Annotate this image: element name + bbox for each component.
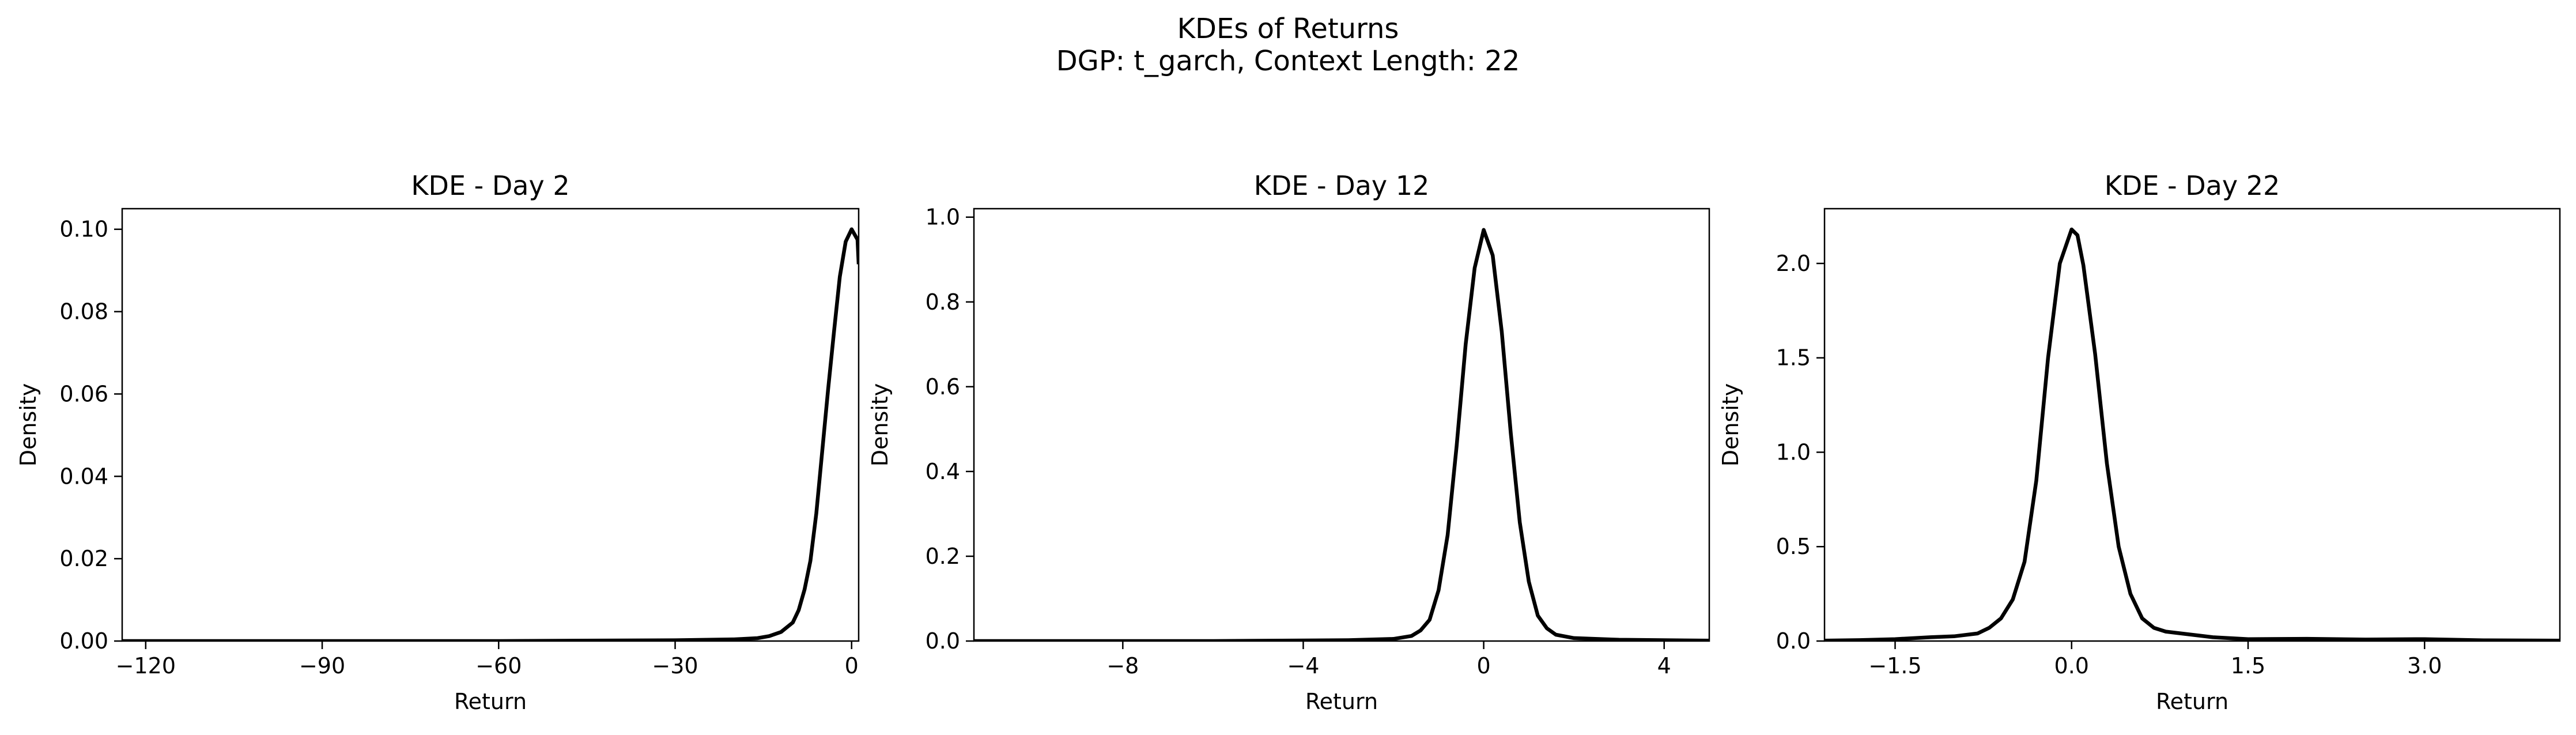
axes-frame — [973, 208, 1710, 642]
y-tick-label: 2.0 — [1776, 251, 1811, 276]
y-tick-label: 0.02 — [59, 546, 108, 571]
figure-subtitle: DGP: t_garch, Context Length: 22 — [1056, 45, 1520, 77]
subplot-1: −120 −90 −60 −30 0 0.00 0.02 0.04 0.06 0.08 0.10 KD… — [16, 170, 860, 714]
y-tick-label: 0.5 — [1776, 534, 1811, 559]
x-tick-label: −1.5 — [1868, 653, 1921, 679]
y-tick-label: 0.2 — [926, 544, 960, 569]
x-tick-label: 0 — [1476, 653, 1490, 679]
y-tick-label: 0.04 — [59, 463, 108, 489]
x-tick-label: −8 — [1106, 653, 1139, 679]
y-axis-label: Density — [16, 383, 41, 466]
y-tick-label: 1.0 — [926, 205, 960, 230]
x-tick-label: −4 — [1287, 653, 1319, 679]
x-tick-label: 0 — [845, 653, 859, 679]
y-tick-label: 0.00 — [59, 628, 108, 654]
x-axis-label: Return — [2156, 689, 2228, 714]
subplot-2: −8 −4 0 4 0.0 0.2 0.4 0.6 0.8 1.0 KDE - Day 12 Retu… — [867, 170, 1710, 714]
subplot-title: KDE - Day 2 — [411, 170, 569, 201]
x-tick-label: 0.0 — [2054, 653, 2089, 679]
y-tick-label: 0.10 — [59, 217, 108, 242]
figure-title: KDEs of Returns — [1177, 13, 1399, 45]
y-axis-label: Density — [1718, 383, 1743, 466]
x-tick-label: 4 — [1657, 653, 1671, 679]
subplot-3: −1.5 0.0 1.5 3.0 0.0 0.5 1.0 1.5 2.0 KDE - Day 22… — [1718, 170, 2561, 714]
y-tick-label: 0.06 — [59, 381, 108, 406]
x-tick-label: −120 — [116, 653, 176, 679]
y-tick-label: 1.5 — [1776, 345, 1811, 371]
subplot-title: KDE - Day 12 — [1254, 170, 1429, 201]
kde-line — [122, 227, 859, 641]
y-tick-label: 0.8 — [926, 289, 960, 315]
x-tick-label: −30 — [652, 653, 698, 679]
x-tick-label: −60 — [475, 653, 522, 679]
kde-line — [974, 228, 1709, 641]
x-tick-label: 3.0 — [2407, 653, 2442, 679]
y-axis-label: Density — [867, 383, 893, 466]
y-tick-label: 0.6 — [926, 374, 960, 399]
y-tick-label: 0.0 — [926, 628, 960, 654]
y-tick-label: 0.0 — [1776, 628, 1811, 654]
axes-frame — [121, 208, 860, 642]
subplot-title: KDE - Day 22 — [2105, 170, 2280, 201]
y-tick-label: 0.4 — [926, 459, 960, 484]
y-tick-label: 1.0 — [1776, 439, 1811, 465]
x-axis-label: Return — [454, 689, 527, 714]
x-tick-label: −90 — [299, 653, 345, 679]
x-axis-label: Return — [1305, 689, 1378, 714]
axes-frame — [1823, 208, 2561, 642]
y-tick-label: 0.08 — [59, 299, 108, 325]
x-tick-label: 1.5 — [2231, 653, 2265, 679]
kde-line — [1825, 227, 2560, 641]
